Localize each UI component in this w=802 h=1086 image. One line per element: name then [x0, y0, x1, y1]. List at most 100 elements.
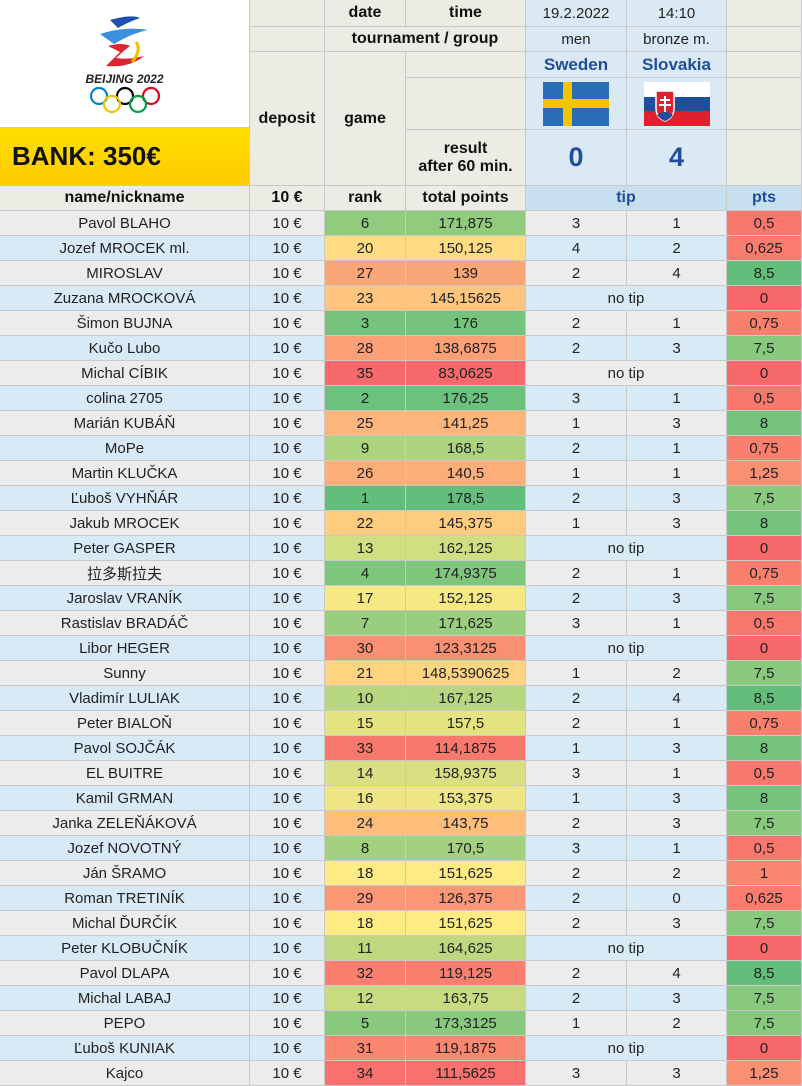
cell-tip-home: 1 — [526, 511, 627, 536]
cell-name: Michal ĎURČÍK — [0, 911, 250, 936]
col-rank: rank — [325, 186, 406, 211]
cell-deposit: 10 € — [250, 861, 325, 886]
cell-tip-away: 3 — [627, 511, 727, 536]
cell-pts: 0 — [727, 1036, 802, 1061]
cell-deposit: 10 € — [250, 986, 325, 1011]
result-label: result after 60 min. — [406, 130, 526, 186]
cell-deposit: 10 € — [250, 486, 325, 511]
cell-name: Roman TRETINÍK — [0, 886, 250, 911]
cell-rank: 2 — [325, 386, 406, 411]
cell-rank: 1 — [325, 486, 406, 511]
col-total: total points — [406, 186, 526, 211]
cell-name: Janka ZELEŇÁKOVÁ — [0, 811, 250, 836]
cell-deposit: 10 € — [250, 411, 325, 436]
cell-name: PEPO — [0, 1011, 250, 1036]
cell-rank: 10 — [325, 686, 406, 711]
olympic-rings-icon — [89, 86, 160, 113]
cell-name: 拉多斯拉夫 — [0, 561, 250, 586]
cell-total: 114,1875 — [406, 736, 526, 761]
cell-pts: 7,5 — [727, 336, 802, 361]
cell-tip-away: 1 — [627, 711, 727, 736]
cell-total: 123,3125 — [406, 636, 526, 661]
cell-rank: 21 — [325, 661, 406, 686]
cell-pts: 0 — [727, 636, 802, 661]
cell-tip-home: 2 — [526, 711, 627, 736]
cell-tip-away: 4 — [627, 961, 727, 986]
cell-name: Pavol DLAPA — [0, 961, 250, 986]
cell-pts: 0,5 — [727, 611, 802, 636]
cell-deposit: 10 € — [250, 386, 325, 411]
cell-tip-home: 2 — [526, 486, 627, 511]
cell-rank: 34 — [325, 1061, 406, 1086]
cell-deposit: 10 € — [250, 886, 325, 911]
cell-total: 143,75 — [406, 811, 526, 836]
cell-pts: 0,5 — [727, 211, 802, 236]
header-spacer — [727, 52, 802, 78]
cell-tip-home: 2 — [526, 561, 627, 586]
header-spacer — [727, 130, 802, 186]
cell-name: Pavol BLAHO — [0, 211, 250, 236]
cell-name: Jozef NOVOTNÝ — [0, 836, 250, 861]
cell-no-tip: no tip — [526, 936, 727, 961]
tournament-value: men — [526, 27, 627, 52]
cell-tip-home: 3 — [526, 611, 627, 636]
cell-deposit: 10 € — [250, 436, 325, 461]
cell-rank: 14 — [325, 761, 406, 786]
team-home: Sweden — [526, 52, 627, 78]
cell-deposit: 10 € — [250, 811, 325, 836]
cell-tip-home: 2 — [526, 436, 627, 461]
cell-rank: 27 — [325, 261, 406, 286]
cell-total: 170,5 — [406, 836, 526, 861]
cell-name: Jaroslav VRANÍK — [0, 586, 250, 611]
cell-tip-away: 2 — [627, 236, 727, 261]
header-spacer — [727, 0, 802, 27]
cell-deposit: 10 € — [250, 636, 325, 661]
cell-rank: 15 — [325, 711, 406, 736]
cell-no-tip: no tip — [526, 536, 727, 561]
cell-name: Peter BIALOŇ — [0, 711, 250, 736]
bank-total: BANK: 350€ — [0, 128, 250, 186]
cell-pts: 0 — [727, 286, 802, 311]
cell-tip-home: 1 — [526, 461, 627, 486]
cell-deposit: 10 € — [250, 361, 325, 386]
flag-sweden — [526, 78, 627, 130]
cell-pts: 8 — [727, 736, 802, 761]
cell-pts: 0,625 — [727, 886, 802, 911]
cell-tip-away: 2 — [627, 661, 727, 686]
flag-slovakia — [627, 78, 727, 130]
cell-total: 119,125 — [406, 961, 526, 986]
cell-tip-away: 3 — [627, 411, 727, 436]
cell-tip-away: 1 — [627, 461, 727, 486]
cell-rank: 32 — [325, 961, 406, 986]
cell-pts: 8,5 — [727, 686, 802, 711]
cell-pts: 0,75 — [727, 311, 802, 336]
cell-name: Kajco — [0, 1061, 250, 1086]
col-name: name/nickname — [0, 186, 250, 211]
cell-tip-home: 2 — [526, 886, 627, 911]
beijing-emblem-icon — [99, 15, 148, 66]
cell-tip-home: 2 — [526, 986, 627, 1011]
time-label: time — [406, 0, 526, 27]
cell-pts: 8 — [727, 511, 802, 536]
cell-total: 141,25 — [406, 411, 526, 436]
col-deposit: 10 € — [250, 186, 325, 211]
cell-tip-away: 1 — [627, 761, 727, 786]
cell-tip-away: 1 — [627, 561, 727, 586]
cell-tip-away: 3 — [627, 1061, 727, 1086]
cell-name: Pavol SOJČÁK — [0, 736, 250, 761]
cell-deposit: 10 € — [250, 311, 325, 336]
cell-rank: 20 — [325, 236, 406, 261]
cell-tip-home: 3 — [526, 1061, 627, 1086]
cell-deposit: 10 € — [250, 911, 325, 936]
cell-total: 162,125 — [406, 536, 526, 561]
cell-pts: 1 — [727, 861, 802, 886]
cell-deposit: 10 € — [250, 336, 325, 361]
cell-pts: 7,5 — [727, 1011, 802, 1036]
cell-rank: 31 — [325, 1036, 406, 1061]
cell-pts: 0,5 — [727, 761, 802, 786]
logo-text: BEIJING 2022 — [85, 71, 164, 86]
cell-pts: 0 — [727, 361, 802, 386]
cell-rank: 29 — [325, 886, 406, 911]
cell-tip-away: 3 — [627, 911, 727, 936]
cell-no-tip: no tip — [526, 286, 727, 311]
